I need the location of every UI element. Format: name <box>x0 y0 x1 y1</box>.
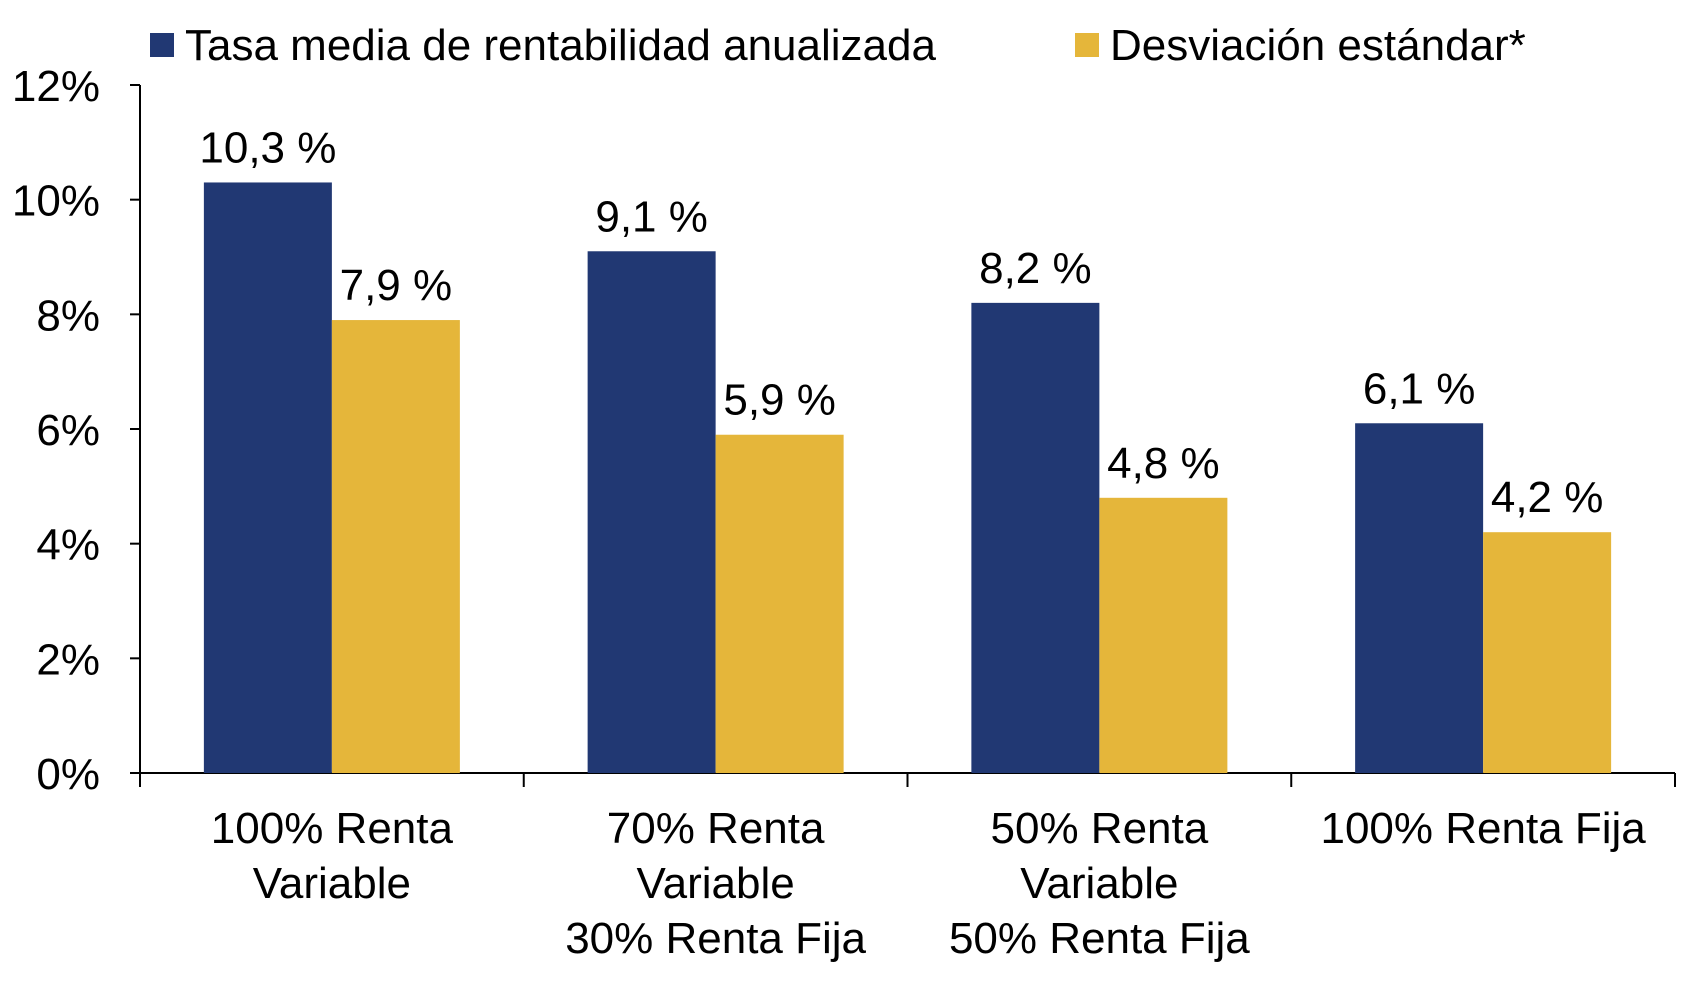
x-category-label-line: 70% Renta <box>607 804 825 853</box>
x-category-label-line: Variable <box>1020 859 1178 908</box>
bar-rentabilidad <box>971 302 1100 773</box>
data-label: 7,9 % <box>340 261 453 310</box>
x-category-label: 100% Renta Variable <box>211 804 454 908</box>
y-tick-label: 6% <box>36 406 100 455</box>
bar-desviacion <box>1099 497 1228 773</box>
x-category-label-line: 100% Renta <box>211 804 454 853</box>
legend-swatch-rentabilidad <box>150 33 174 57</box>
x-category-label: 100% Renta Fija <box>1320 804 1646 853</box>
x-category-label: 50% Renta Variable 50% Renta Fija <box>949 804 1250 963</box>
legend-label: Tasa media de rentabilidad anualizada <box>185 21 936 70</box>
x-axis: 100% Renta Variable 70% Renta Variable 30% R… <box>139 772 1676 963</box>
y-tick-label: 12% <box>12 62 100 111</box>
y-tick-label: 4% <box>36 521 100 570</box>
y-tick-label: 0% <box>36 750 100 799</box>
data-label: 8,2 % <box>979 244 1092 293</box>
data-label: 6,1 % <box>1363 364 1476 413</box>
bar-desviacion <box>715 434 844 773</box>
x-category-label-line: Variable <box>253 859 411 908</box>
bar-desviacion <box>1483 532 1612 773</box>
y-axis: 0% 2% 4% 6% 8% 10% 12% <box>12 62 141 799</box>
x-category-label: 70% Renta Variable 30% Renta Fija <box>565 804 866 963</box>
y-tick-label: 10% <box>12 177 100 226</box>
legend-label: Desviación estándar* <box>1110 21 1526 70</box>
legend: Tasa media de rentabilidad anualizada Des… <box>150 21 1526 70</box>
x-category-label-line: 30% Renta Fija <box>565 914 866 963</box>
data-label: 9,1 % <box>595 192 708 241</box>
y-tick-label: 2% <box>36 635 100 684</box>
data-label: 5,9 % <box>723 376 836 425</box>
data-label: 4,8 % <box>1107 439 1220 488</box>
bar-rentabilidad <box>587 251 716 773</box>
x-category-label-line: 50% Renta <box>991 804 1209 853</box>
bar-rentabilidad <box>203 182 332 773</box>
data-label: 10,3 % <box>199 123 336 172</box>
x-category-label-line: 100% Renta Fija <box>1320 804 1646 853</box>
bars <box>203 182 1612 773</box>
data-labels: 10,3 % 7,9 % 9,1 % 5,9 % 8,2 % 4,8 % 6,1 % 4,2 … <box>199 123 1603 522</box>
bar-desviacion <box>331 320 460 773</box>
legend-swatch-desviacion <box>1075 33 1099 57</box>
bar-rentabilidad <box>1355 423 1484 773</box>
data-label: 4,2 % <box>1491 473 1604 522</box>
y-tick-label: 8% <box>36 291 100 340</box>
x-category-label-line: Variable <box>637 859 795 908</box>
x-category-label-line: 50% Renta Fija <box>949 914 1250 963</box>
